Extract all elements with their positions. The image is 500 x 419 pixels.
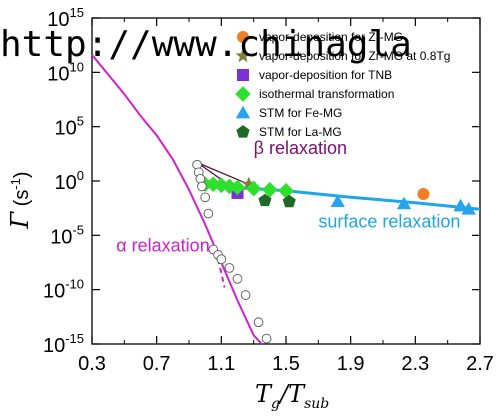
y-tick-label: 1010: [47, 59, 84, 85]
point-diamond: [221, 178, 238, 195]
point-diamond: [262, 181, 278, 198]
legend-marker-2: [237, 69, 249, 81]
axis-ticks: [91, 17, 481, 345]
legend-label-0: vapor-deposition for Zr-MG: [259, 30, 403, 44]
y-tick-label: 100: [55, 168, 84, 194]
point-open-circle: [261, 333, 272, 344]
legend-label-5: STM for La-MG: [259, 125, 342, 139]
y-axis-title: Γ (s-1): [6, 171, 34, 229]
y-tick-label: 10-10: [43, 277, 84, 303]
legend-label-2: vapor-deposition for TNB: [259, 68, 392, 82]
point-open-circle: [240, 290, 251, 300]
point-diamond: [245, 180, 262, 197]
x-tick-label: 2.7: [466, 353, 494, 375]
legend-marker-0: [237, 31, 249, 43]
y-tick-label: 10-15: [43, 331, 84, 357]
x-tick-label: 1.9: [337, 353, 365, 375]
legend-marker-3: [235, 86, 251, 102]
point-diamond: [213, 177, 230, 194]
plot-frame: [91, 17, 481, 345]
annotation-0: β relaxation: [254, 138, 347, 158]
curve-alpha-fit: [91, 54, 263, 345]
point-circle: [417, 188, 430, 201]
point-open-circle: [203, 208, 214, 219]
annotation-2: surface relaxation: [318, 212, 460, 232]
point-open-circle: [224, 263, 235, 273]
y-tick-label: 10-5: [50, 222, 84, 248]
x-tick-label: 1.1: [207, 353, 235, 375]
point-pentagon: [282, 194, 296, 208]
y-tick-label: 1015: [47, 5, 84, 31]
curve-beta-line-upper: [196, 161, 250, 185]
y-tick-labels: 1015 1010 105 100 10-5 10-10 10-15: [43, 5, 84, 357]
point-triangle: [330, 194, 345, 208]
point-triangle: [453, 198, 468, 212]
legend-marker-4: [235, 105, 251, 119]
x-axis-title: Tg/Tsub: [255, 380, 329, 412]
point-star: [241, 176, 257, 191]
legend: vapor-deposition for Zr-MG vapor-depositi…: [235, 30, 450, 139]
point-diamond: [278, 182, 294, 199]
legend-label-3: isothermal transformation: [259, 87, 394, 101]
legend-marker-1: [235, 48, 251, 63]
legend-label-4: STM for Fe-MG: [259, 106, 342, 120]
x-tick-labels: 0.3 0.7 1.1 1.5 1.9 2.3 2.7: [78, 353, 494, 375]
x-tick-label: 1.5: [272, 353, 300, 375]
x-tick-label: 2.3: [401, 353, 429, 375]
curve-alpha-dashed-extension: [217, 258, 226, 288]
point-open-circle: [200, 192, 211, 203]
point-open-circle: [253, 317, 264, 328]
watermark: http://www.chinagla: [0, 24, 412, 65]
point-open-circle: [197, 181, 207, 192]
point-open-circle: [232, 273, 243, 284]
x-tick-label: 0.3: [78, 353, 106, 375]
point-pentagon: [258, 193, 272, 207]
point-triangle: [461, 202, 476, 215]
legend-marker-5: [236, 125, 250, 138]
y-tick-label: 105: [55, 114, 84, 140]
data-points: [192, 159, 476, 344]
annotations: β relaxation α relaxation surface relaxati…: [116, 138, 460, 256]
point-triangle: [396, 196, 412, 210]
x-tick-label: 0.7: [143, 353, 171, 375]
point-open-circle: [216, 254, 227, 265]
legend-label-1: vapor-deposition for Zr-MG at 0.8Tg: [259, 49, 450, 63]
annotation-1: α relaxation: [116, 236, 209, 256]
point-diamond: [229, 179, 246, 196]
